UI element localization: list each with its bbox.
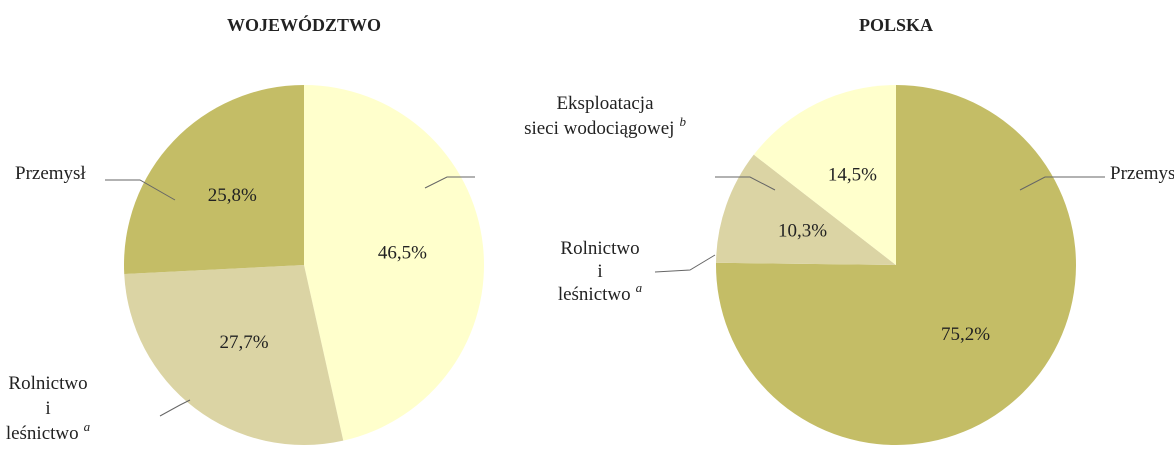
- category-label-text: i: [597, 261, 602, 282]
- footnote-mark: b: [679, 114, 686, 129]
- leader-line: [654, 254, 716, 273]
- pie-slice: [123, 85, 304, 275]
- category-label-text: leśnictwo: [6, 423, 79, 444]
- category-label-text: Przemysł: [15, 163, 86, 184]
- chart-title: POLSKA: [859, 15, 933, 35]
- pie-slice: [124, 265, 344, 445]
- leader-line: [159, 399, 191, 417]
- category-label-text: Rolnictwo: [8, 373, 87, 394]
- data-label: 46,5%: [378, 242, 427, 263]
- leader-line: [424, 176, 475, 189]
- category-label-text: sieci wodociągowej: [524, 118, 674, 139]
- category-label: i: [597, 261, 602, 282]
- category-label-text: Przemysł: [1110, 163, 1174, 184]
- category-label: i: [45, 398, 50, 419]
- category-label: sieci wodociągowej b: [524, 114, 686, 139]
- pie-slice: [716, 85, 1077, 445]
- leader-line: [715, 176, 776, 191]
- category-label: leśnictwo a: [558, 280, 643, 305]
- footnote-mark: a: [84, 419, 91, 434]
- chart-title: WOJEWÓDZTWO: [227, 14, 381, 35]
- footnote-mark: a: [636, 280, 643, 295]
- data-label: 75,2%: [941, 324, 990, 345]
- category-label: Eksploatacja: [556, 93, 654, 114]
- data-label: 27,7%: [220, 332, 269, 353]
- category-label-text: i: [45, 398, 50, 419]
- pie-slice: [304, 85, 484, 441]
- category-label: Rolnictwo: [8, 373, 87, 394]
- leader-line: [105, 179, 176, 201]
- data-label: 14,5%: [828, 164, 877, 185]
- category-label-text: Eksploatacja: [556, 93, 654, 114]
- category-label: Rolnictwo: [560, 238, 639, 259]
- data-label: 25,8%: [208, 185, 257, 206]
- pie-slice: [753, 85, 896, 265]
- category-label: leśnictwo a: [6, 419, 91, 444]
- category-label: Przemysł: [15, 163, 86, 184]
- category-label: Przemysł: [1110, 163, 1174, 184]
- category-label-text: leśnictwo: [558, 284, 631, 305]
- category-label-text: Rolnictwo: [560, 238, 639, 259]
- data-label: 10,3%: [778, 221, 827, 242]
- leader-line: [1019, 176, 1105, 191]
